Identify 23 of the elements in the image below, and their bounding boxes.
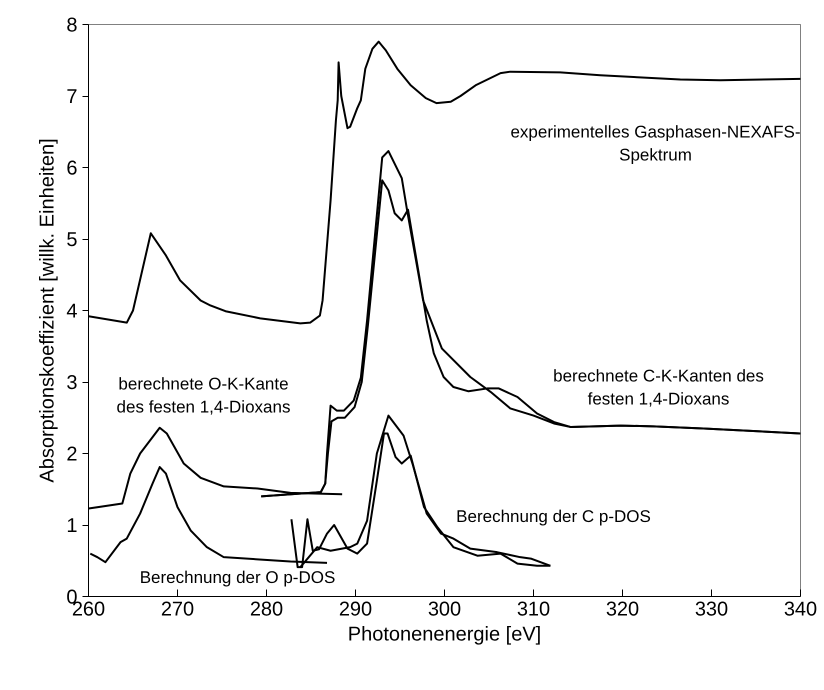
x-tick-label: 270 (160, 598, 194, 620)
x-tick-label: 340 (784, 598, 818, 620)
y-tick-label: 1 (66, 515, 78, 537)
x-tick-label: 330 (694, 598, 728, 620)
annotation: experimentelles Gasphasen-NEXAFS- Spektrum (510, 122, 801, 164)
annotation: Berechnung der C p-DOS (456, 507, 651, 526)
x-tick-label: 310 (516, 598, 550, 620)
x-tick-label: 300 (428, 598, 462, 620)
y-tick-label: 3 (66, 372, 78, 394)
x-axis-title: Photonenenergie [eV] (348, 624, 542, 646)
annotation: berechnete C-K-Kanten des festen 1,4-Dioxans (553, 366, 764, 408)
y-tick-label: 8 (66, 14, 78, 36)
x-tick-label: 280 (250, 598, 284, 620)
y-tick-label: 2 (66, 444, 78, 466)
x-tick-label: 290 (338, 598, 372, 620)
annotation: Berechnung der O p-DOS (140, 568, 336, 587)
y-tick-label: 7 (66, 86, 78, 108)
x-tick-label: 320 (606, 598, 640, 620)
y-tick-label: 4 (66, 300, 78, 322)
annotation: berechnete O-K-Kante des festen 1,4-Dioxans (116, 374, 290, 416)
y-axis-title: Absorptionskoeffizient [willk. Einheiten] (36, 138, 58, 483)
y-tick-label: 6 (66, 158, 78, 180)
y-tick-label: 5 (66, 229, 78, 251)
